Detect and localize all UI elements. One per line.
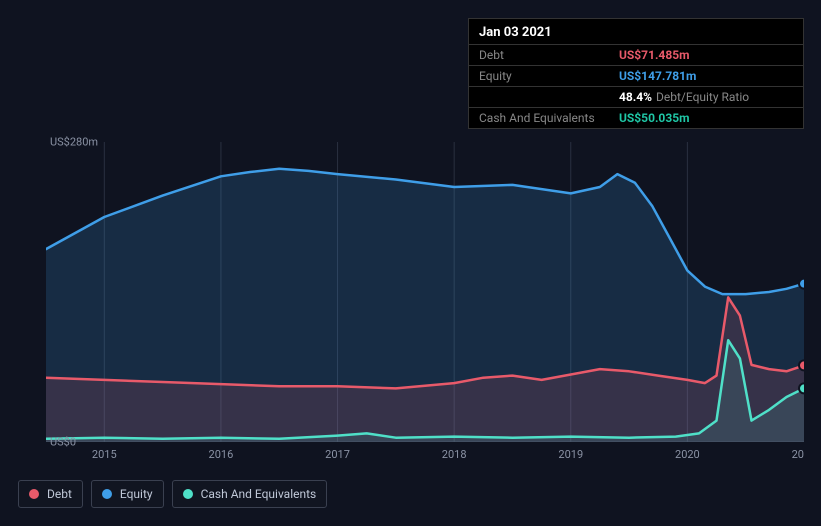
chart-plot-area[interactable]: 20152016201720182019202020US$0US$280m [46, 142, 804, 442]
tooltip-row-label: Cash And Equivalents [479, 111, 619, 125]
x-axis-tick-label: 2015 [92, 442, 117, 461]
legend-item[interactable]: Cash And Equivalents [172, 480, 328, 508]
tooltip-row-suffix: Debt/Equity Ratio [656, 90, 749, 104]
tooltip-title: Jan 03 2021 [469, 19, 803, 44]
series-end-marker [799, 279, 804, 289]
tooltip-row-value: US$71.485m [619, 48, 689, 62]
legend-item[interactable]: Debt [18, 480, 83, 508]
x-axis-tick-label: 2020 [675, 442, 700, 461]
financials-chart: Jan 03 2021DebtUS$71.485mEquityUS$147.78… [0, 0, 821, 526]
x-axis-tick-label: 2016 [209, 442, 234, 461]
x-axis-tick-label: 2019 [558, 442, 583, 461]
tooltip-row-label: Debt [479, 48, 619, 62]
tooltip-row: 48.4%Debt/Equity Ratio [469, 86, 803, 107]
x-axis-tick-label: 20 [792, 442, 804, 461]
chart-tooltip: Jan 03 2021DebtUS$71.485mEquityUS$147.78… [468, 18, 804, 129]
y-axis-tick-label: US$0 [46, 436, 72, 449]
chart-legend: Debt Equity Cash And Equivalents [18, 480, 327, 508]
tooltip-row: DebtUS$71.485m [469, 44, 803, 65]
x-axis-tick-label: 2017 [325, 442, 350, 461]
legend-dot-icon [102, 489, 112, 499]
chart-svg [46, 142, 804, 442]
legend-dot-icon [183, 489, 193, 499]
legend-item[interactable]: Equity [91, 480, 164, 508]
tooltip-row-value: 48.4%Debt/Equity Ratio [619, 90, 749, 104]
tooltip-row-label [479, 90, 619, 104]
tooltip-row-value: US$50.035m [619, 111, 689, 125]
y-axis-tick-label: US$280m [46, 136, 72, 149]
series-end-marker [799, 383, 804, 393]
tooltip-row: EquityUS$147.781m [469, 65, 803, 86]
x-axis-tick-label: 2018 [442, 442, 467, 461]
tooltip-row: Cash And EquivalentsUS$50.035m [469, 107, 803, 128]
legend-dot-icon [29, 489, 39, 499]
tooltip-row-label: Equity [479, 69, 619, 83]
legend-label: Equity [120, 487, 153, 501]
series-end-marker [799, 360, 804, 370]
tooltip-row-value: US$147.781m [619, 69, 696, 83]
legend-label: Debt [47, 487, 72, 501]
legend-label: Cash And Equivalents [201, 487, 317, 501]
